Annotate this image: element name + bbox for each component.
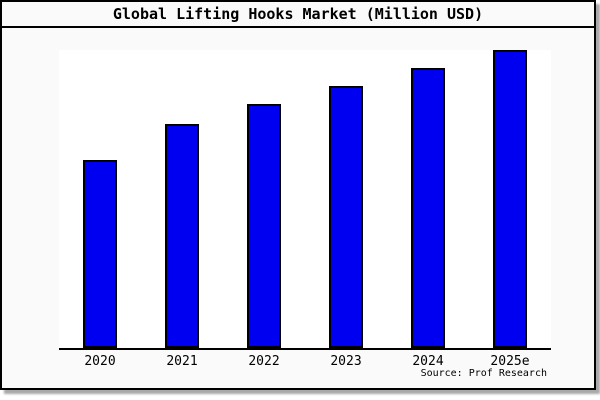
x-tick-label-2023: 2023 <box>330 354 362 369</box>
x-tick-label-2024: 2024 <box>412 354 444 369</box>
bar-2021 <box>165 124 199 348</box>
chart-title: Global Lifting Hooks Market (Million USD… <box>112 5 484 23</box>
x-tick-label-2020: 2020 <box>84 354 116 369</box>
bar-2023 <box>329 86 363 348</box>
source-credit: Source: Prof Research <box>420 368 547 379</box>
x-axis-labels: 2020 2021 2022 2023 2024 2025e <box>59 354 551 369</box>
bars-container <box>59 50 551 348</box>
chart-title-bar: Global Lifting Hooks Market (Million USD… <box>2 2 594 28</box>
x-tick-label-2021: 2021 <box>166 354 198 369</box>
plot-area <box>59 50 551 350</box>
bar-2022 <box>247 104 281 348</box>
chart-card: Global Lifting Hooks Market (Million USD… <box>0 0 596 390</box>
bar-2024 <box>411 68 445 348</box>
bar-2025e <box>493 50 527 348</box>
bar-2020 <box>83 160 117 348</box>
x-tick-label-2025e: 2025e <box>490 354 530 369</box>
x-tick-label-2022: 2022 <box>248 354 280 369</box>
